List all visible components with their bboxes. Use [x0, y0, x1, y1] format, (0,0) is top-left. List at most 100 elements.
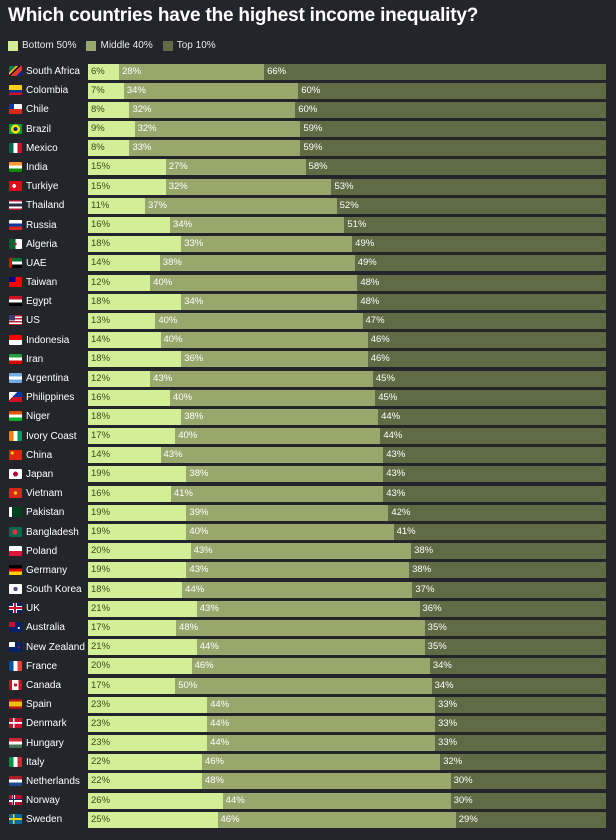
- bar-segment-middle: 46%: [201, 754, 441, 771]
- chart-row: South Africa 6% 28% 66%: [0, 62, 616, 81]
- country-label: Australia: [26, 622, 65, 634]
- bar-segment-bottom: 17%: [88, 619, 177, 636]
- bar-segment-middle: 48%: [176, 619, 425, 636]
- flag-icon: [9, 603, 22, 614]
- country-label: Brazil: [26, 123, 52, 135]
- flag-icon: [9, 277, 22, 288]
- chart-row: Colombia 7% 34% 60%: [0, 81, 616, 100]
- stacked-bar: 9% 32% 59%: [88, 121, 606, 138]
- bar-segment-top: 30%: [450, 773, 606, 790]
- chart-row: Taiwan 12% 40% 48%: [0, 273, 616, 292]
- legend-item-bottom: Bottom 50%: [8, 40, 76, 51]
- country-label: Chile: [26, 104, 49, 116]
- flag-icon: [9, 507, 22, 518]
- bar-segment-bottom: 26%: [88, 792, 223, 809]
- flag-icon: [9, 449, 22, 460]
- chart-row: UK 21% 43% 36%: [0, 599, 616, 618]
- bar-segment-bottom: 18%: [88, 236, 182, 253]
- bar-segment-middle: 43%: [150, 370, 373, 387]
- bar-segment-bottom: 9%: [88, 121, 135, 138]
- chart-row: Poland 20% 43% 38%: [0, 542, 616, 561]
- data-label-bottom: 19%: [91, 526, 111, 537]
- country-label: Pakistan: [26, 507, 65, 519]
- data-label-top: 37%: [415, 583, 435, 595]
- country-label: Egypt: [26, 296, 52, 308]
- bar-segment-bottom: 21%: [88, 600, 197, 617]
- chart-row: South Korea 18% 44% 37%: [0, 580, 616, 599]
- bar-segment-middle: 40%: [155, 312, 363, 329]
- country-label: Niger: [26, 411, 50, 423]
- bar-segment-top: 45%: [372, 370, 606, 387]
- data-label-bottom: 13%: [91, 314, 111, 326]
- bar-segment-middle: 44%: [207, 696, 436, 713]
- data-label-top: 34%: [434, 679, 454, 691]
- data-label-bottom: 14%: [91, 449, 111, 461]
- country-label: Bangladesh: [26, 526, 79, 538]
- flag-icon: [9, 85, 22, 96]
- legend-label-bottom: Bottom 50%: [22, 40, 77, 51]
- flag-icon: [9, 737, 22, 748]
- stacked-bar: 17% 40% 44%: [88, 428, 606, 445]
- country-label: Thailand: [26, 200, 65, 212]
- data-label-middle: 32%: [137, 123, 157, 135]
- bar-segment-middle: 40%: [170, 389, 376, 406]
- chart-row: Pakistan 19% 39% 42%: [0, 503, 616, 522]
- stacked-bar: 18% 33% 49%: [88, 236, 606, 253]
- data-label-bottom: 17%: [91, 430, 111, 442]
- bar-segment-top: 45%: [375, 389, 606, 406]
- stacked-bar: 22% 48% 30%: [88, 773, 606, 790]
- flag-icon: [9, 718, 22, 729]
- data-label-middle: 38%: [189, 468, 209, 480]
- flag-icon: [9, 142, 22, 153]
- data-label-bottom: 18%: [91, 410, 111, 422]
- flag-icon: [9, 660, 22, 671]
- bar-segment-bottom: 8%: [88, 140, 130, 157]
- data-label-bottom: 17%: [91, 621, 111, 633]
- data-label-top: 44%: [383, 430, 403, 442]
- bar-segment-top: 37%: [412, 581, 606, 598]
- chart-row: Vietnam 16% 41% 43%: [0, 484, 616, 503]
- data-label-middle: 33%: [184, 238, 204, 250]
- data-label-middle: 41%: [173, 487, 193, 499]
- data-label-bottom: 18%: [91, 295, 111, 307]
- bar-segment-middle: 43%: [160, 447, 384, 464]
- country-label: Poland: [26, 545, 58, 557]
- data-label-bottom: 21%: [91, 602, 111, 614]
- bar-segment-middle: 33%: [181, 236, 353, 253]
- legend-label-top: Top 10%: [176, 40, 216, 51]
- data-label-top: 44%: [381, 410, 401, 422]
- bar-segment-middle: 39%: [186, 504, 389, 521]
- bar-segment-middle: 40%: [160, 332, 368, 349]
- bar-segment-middle: 36%: [181, 351, 368, 368]
- data-label-bottom: 8%: [91, 142, 105, 154]
- flag-icon: [9, 353, 22, 364]
- chart-row: Mexico 8% 33% 59%: [0, 139, 616, 158]
- country-label: New Zealand: [26, 641, 85, 653]
- data-label-bottom: 16%: [91, 487, 111, 499]
- data-label-middle: 48%: [179, 621, 199, 633]
- data-label-bottom: 8%: [91, 103, 105, 115]
- data-label-middle: 43%: [153, 372, 173, 384]
- bar-segment-bottom: 8%: [88, 101, 130, 118]
- country-label: India: [26, 161, 48, 173]
- data-label-top: 38%: [412, 564, 432, 576]
- country-label: Ivory Coast: [26, 430, 77, 442]
- bar-segment-bottom: 7%: [88, 82, 124, 99]
- bar-segment-bottom: 23%: [88, 715, 208, 732]
- chart-row: Iran 18% 36% 46%: [0, 350, 616, 369]
- data-label-top: 33%: [438, 737, 458, 749]
- data-label-top: 30%: [453, 794, 473, 806]
- bar-segment-bottom: 19%: [88, 504, 187, 521]
- bar-segment-top: 49%: [354, 255, 606, 272]
- data-label-middle: 40%: [158, 314, 178, 326]
- bar-segment-middle: 44%: [207, 715, 436, 732]
- bar-segment-middle: 27%: [165, 159, 306, 176]
- chart-row: Argentina 12% 43% 45%: [0, 369, 616, 388]
- country-label: Argentina: [26, 373, 69, 384]
- country-label: Taiwan: [26, 277, 58, 289]
- data-label-middle: 44%: [210, 717, 230, 729]
- stacked-bar: 19% 39% 42%: [88, 504, 606, 521]
- bar-segment-middle: 43%: [190, 543, 412, 560]
- country-label: Norway: [26, 795, 60, 807]
- data-label-middle: 44%: [210, 737, 230, 749]
